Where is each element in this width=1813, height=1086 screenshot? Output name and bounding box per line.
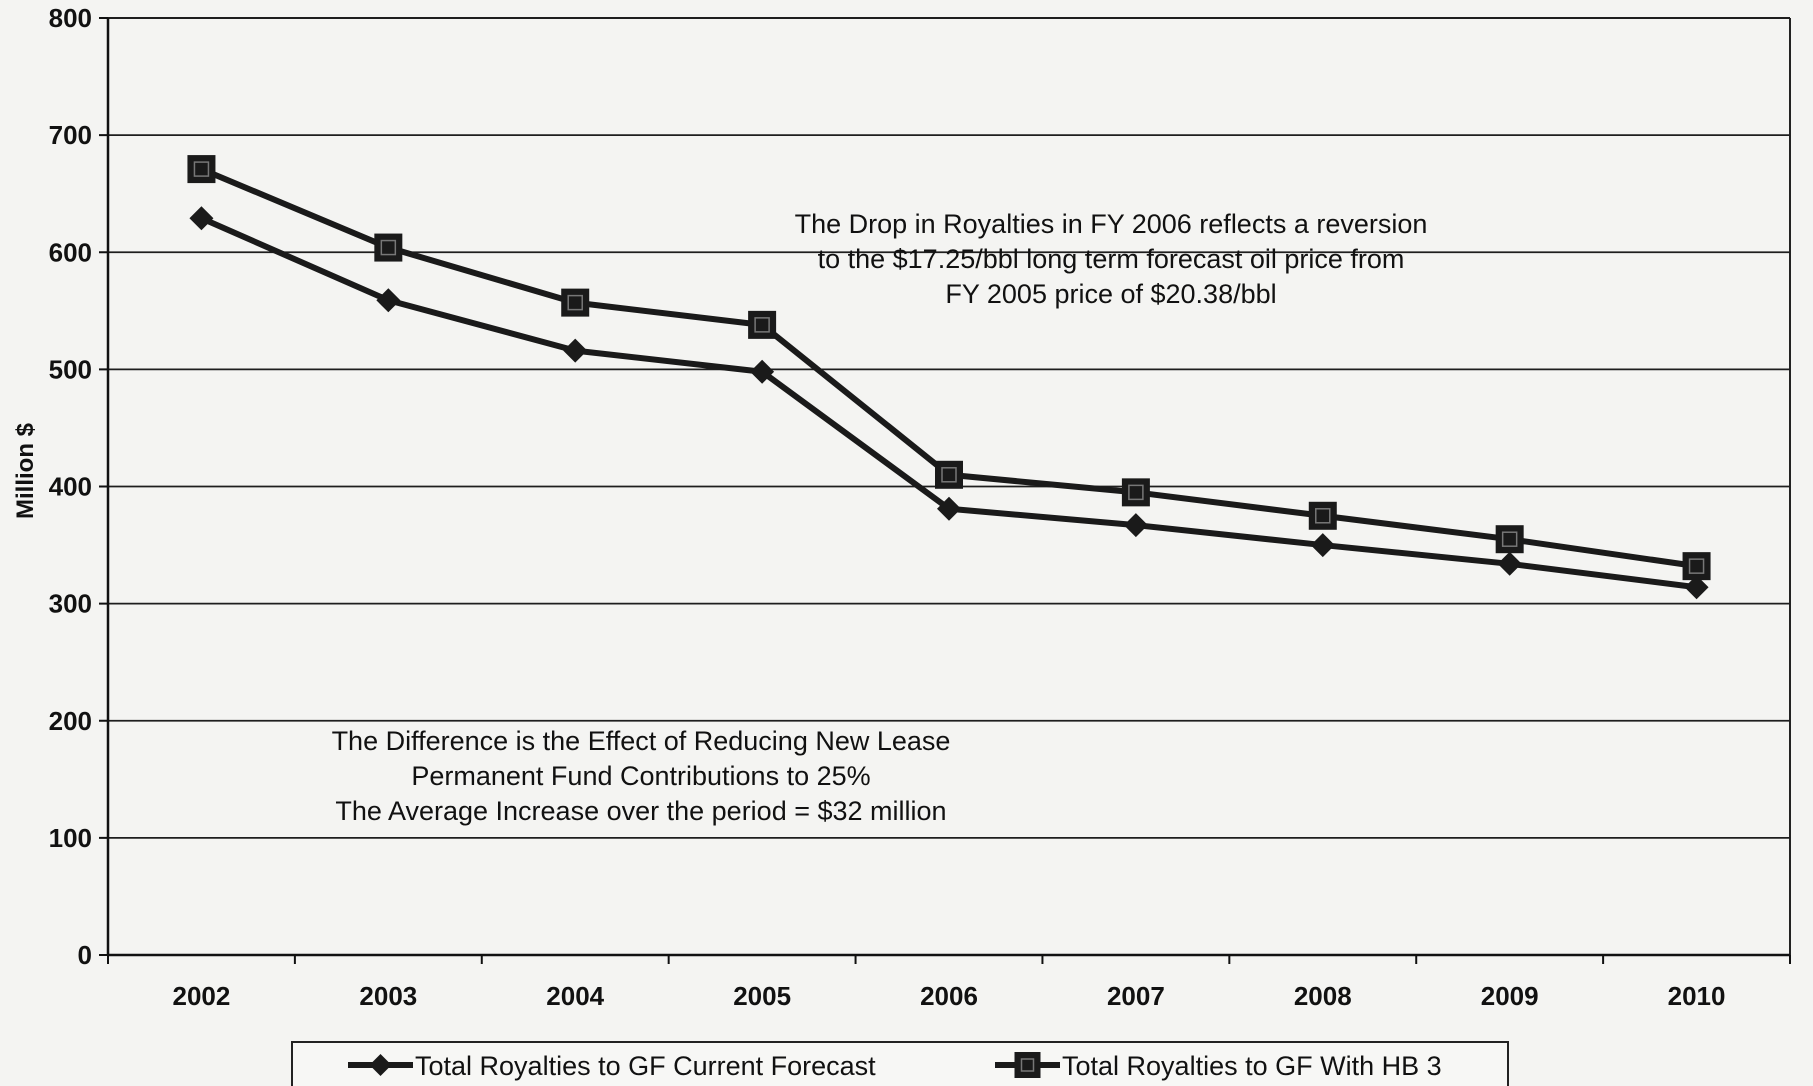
data-point-diamond — [1498, 552, 1522, 576]
y-tick-label: 600 — [49, 237, 92, 267]
data-point-diamond — [376, 288, 400, 312]
x-tick-label: 2008 — [1294, 981, 1352, 1011]
annotation-difference-line-3: The Average Increase over the period = $… — [335, 796, 946, 826]
annotation-drop-line-3: FY 2005 price of $20.38/bbl — [945, 279, 1276, 309]
x-tick-label: 2009 — [1481, 981, 1539, 1011]
data-point-diamond — [189, 206, 213, 230]
x-tick-label: 2005 — [733, 981, 791, 1011]
legend-label-current-forecast: Total Royalties to GF Current Forecast — [415, 1051, 876, 1081]
annotation-difference-note: The Difference is the Effect of Reducing… — [332, 726, 951, 826]
data-point-square — [1122, 478, 1150, 506]
y-tick-label: 200 — [49, 706, 92, 736]
x-tick-label: 2002 — [173, 981, 231, 1011]
x-axis-ticks: 2002 2003 2004 2005 2006 2007 2008 2009 2010 — [108, 955, 1790, 1011]
annotation-drop-note: The Drop in Royalties in FY 2006 reflect… — [795, 209, 1428, 309]
legend-label-with-hb3: Total Royalties to GF With HB 3 — [1062, 1051, 1442, 1081]
chart-legend: Total Royalties to GF Current Forecast T… — [292, 1042, 1508, 1086]
y-tick-label: 300 — [49, 589, 92, 619]
data-point-square — [1496, 525, 1524, 553]
y-tick-label: 400 — [49, 472, 92, 502]
y-tick-label: 800 — [49, 3, 92, 33]
x-tick-label: 2010 — [1668, 981, 1726, 1011]
y-axis-ticks: 0 100 200 300 400 500 600 700 800 — [49, 3, 108, 970]
x-tick-label: 2007 — [1107, 981, 1165, 1011]
legend-item-with-hb3: Total Royalties to GF With HB 3 — [995, 1051, 1442, 1081]
y-axis-title: Million $ — [12, 422, 39, 519]
gridlines — [108, 18, 1790, 838]
legend-square-marker-icon — [1015, 1052, 1041, 1078]
data-point-square — [935, 461, 963, 489]
data-point-diamond — [1124, 513, 1148, 537]
y-tick-label: 0 — [78, 940, 92, 970]
data-point-square — [374, 234, 402, 262]
data-point-diamond — [1311, 533, 1335, 557]
annotation-drop-line-1: The Drop in Royalties in FY 2006 reflect… — [795, 209, 1428, 239]
x-tick-label: 2004 — [546, 981, 604, 1011]
annotation-difference-line-2: Permanent Fund Contributions to 25% — [411, 761, 870, 791]
annotation-difference-line-1: The Difference is the Effect of Reducing… — [332, 726, 951, 756]
y-tick-label: 500 — [49, 354, 92, 384]
data-point-square — [1309, 502, 1337, 530]
y-tick-label: 100 — [49, 823, 92, 853]
legend-item-current-forecast: Total Royalties to GF Current Forecast — [348, 1051, 876, 1081]
data-point-square — [748, 311, 776, 339]
annotation-drop-line-2: to the $17.25/bbl long term forecast oil… — [818, 244, 1405, 274]
data-point-square — [1683, 552, 1711, 580]
x-tick-label: 2003 — [359, 981, 417, 1011]
y-tick-label: 700 — [49, 120, 92, 150]
data-point-square — [187, 155, 215, 183]
data-point-diamond — [563, 339, 587, 363]
x-tick-label: 2006 — [920, 981, 978, 1011]
data-point-square — [561, 289, 589, 317]
